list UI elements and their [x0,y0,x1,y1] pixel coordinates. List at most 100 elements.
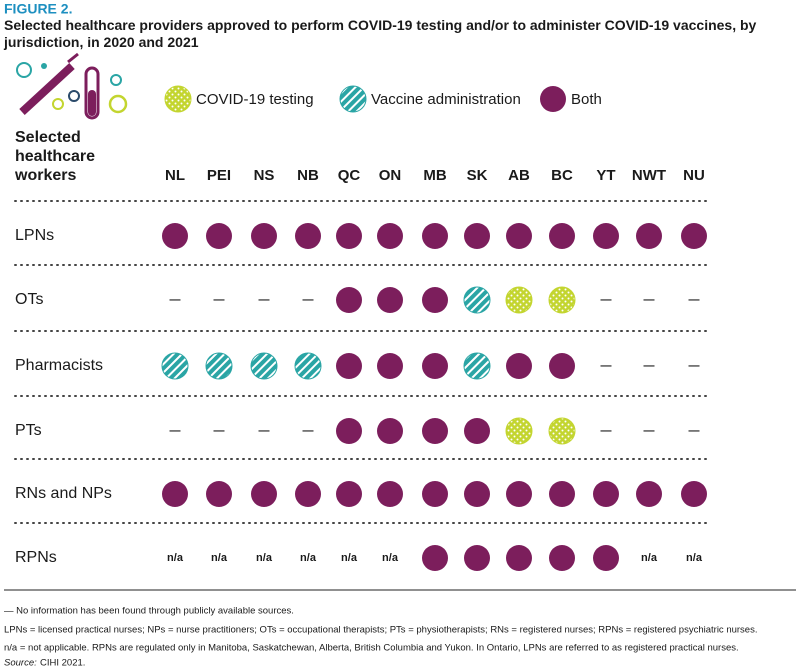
status-dot [206,223,232,249]
source: CIHI 2021. [40,658,85,668]
status-dot [548,417,576,445]
column-header: PEI [207,167,231,184]
cell-text: — [689,294,700,306]
cell-text: — [644,425,655,437]
status-dot [636,223,662,249]
status-dot [506,545,532,571]
status-dot [295,481,321,507]
row-label: LPNs [15,227,54,244]
footnote: — No information has been found through … [4,606,294,617]
cell-text: — [689,425,700,437]
column-header: NB [297,167,319,184]
status-dot [161,352,189,380]
status-dot [505,286,533,314]
status-dot [463,286,491,314]
status-dot [377,353,403,379]
column-header: MB [423,167,446,184]
row-header: Selected [15,129,81,146]
column-header: NL [165,167,185,184]
status-dot [506,353,532,379]
status-dot [464,545,490,571]
cell-text: n/a [641,552,658,564]
status-dot [162,223,188,249]
status-dot [250,352,278,380]
status-dot [422,418,448,444]
column-header: YT [596,167,615,184]
status-dot [636,481,662,507]
column-header: NU [683,167,705,184]
legend-swatch [540,86,566,112]
cell-text: — [689,360,700,372]
footnote: LPNs = licensed practical nurses; NPs = … [4,625,757,636]
status-dot [422,223,448,249]
status-dot [336,223,362,249]
cell-text: — [601,294,612,306]
status-dot [549,353,575,379]
column-header: SK [467,167,488,184]
row-label: RPNs [15,549,57,566]
cell-text: n/a [686,552,703,564]
row-header: workers [14,167,76,184]
cell-text: n/a [167,552,184,564]
row-label: PTs [15,422,42,439]
row-label: RNs and NPs [15,485,112,502]
cell-text: — [644,360,655,372]
status-dot [549,481,575,507]
status-dot [463,352,491,380]
cell-text: — [214,425,225,437]
cell-text: — [644,294,655,306]
row-label: Pharmacists [15,357,103,374]
cell-text: — [259,294,270,306]
row-header: healthcare [15,148,95,165]
column-header: QC [338,167,361,184]
cell-text: — [259,425,270,437]
status-dot [422,481,448,507]
status-dot [206,481,232,507]
cell-text: — [303,425,314,437]
status-dot [422,353,448,379]
status-dot [336,287,362,313]
cell-text: n/a [341,552,358,564]
status-dot [294,352,322,380]
status-dot [681,223,707,249]
column-header: AB [508,167,530,184]
status-dot [549,223,575,249]
column-header: NWT [632,167,666,184]
cell-text: — [601,425,612,437]
status-dot [377,223,403,249]
cell-text: — [170,294,181,306]
status-dot [506,223,532,249]
source-label: Source: [4,658,37,668]
status-dot [549,545,575,571]
status-dot [464,418,490,444]
column-header: NS [254,167,275,184]
row-label: OTs [15,291,43,308]
footnote: n/a = not applicable. RPNs are regulated… [4,643,739,654]
status-dot [506,481,532,507]
cell-text: — [303,294,314,306]
cell-text: — [214,294,225,306]
status-dot [464,223,490,249]
icon [16,52,128,120]
status-dot [681,481,707,507]
legend-label: Vaccine administration [371,91,521,108]
status-dot [251,223,277,249]
cell-text: n/a [256,552,273,564]
status-dot [205,352,233,380]
status-dot [295,223,321,249]
column-header: BC [551,167,573,184]
cell-text: n/a [300,552,317,564]
status-dot [377,287,403,313]
cell-text: n/a [211,552,228,564]
legend-swatch [339,85,367,113]
legend-label: COVID-19 testing [196,91,314,108]
figure-label: FIGURE 2. [4,1,72,17]
status-dot [464,481,490,507]
status-dot [593,223,619,249]
status-dot [422,287,448,313]
status-dot [336,481,362,507]
status-dot [336,353,362,379]
cell-text: — [601,360,612,372]
status-dot [162,481,188,507]
